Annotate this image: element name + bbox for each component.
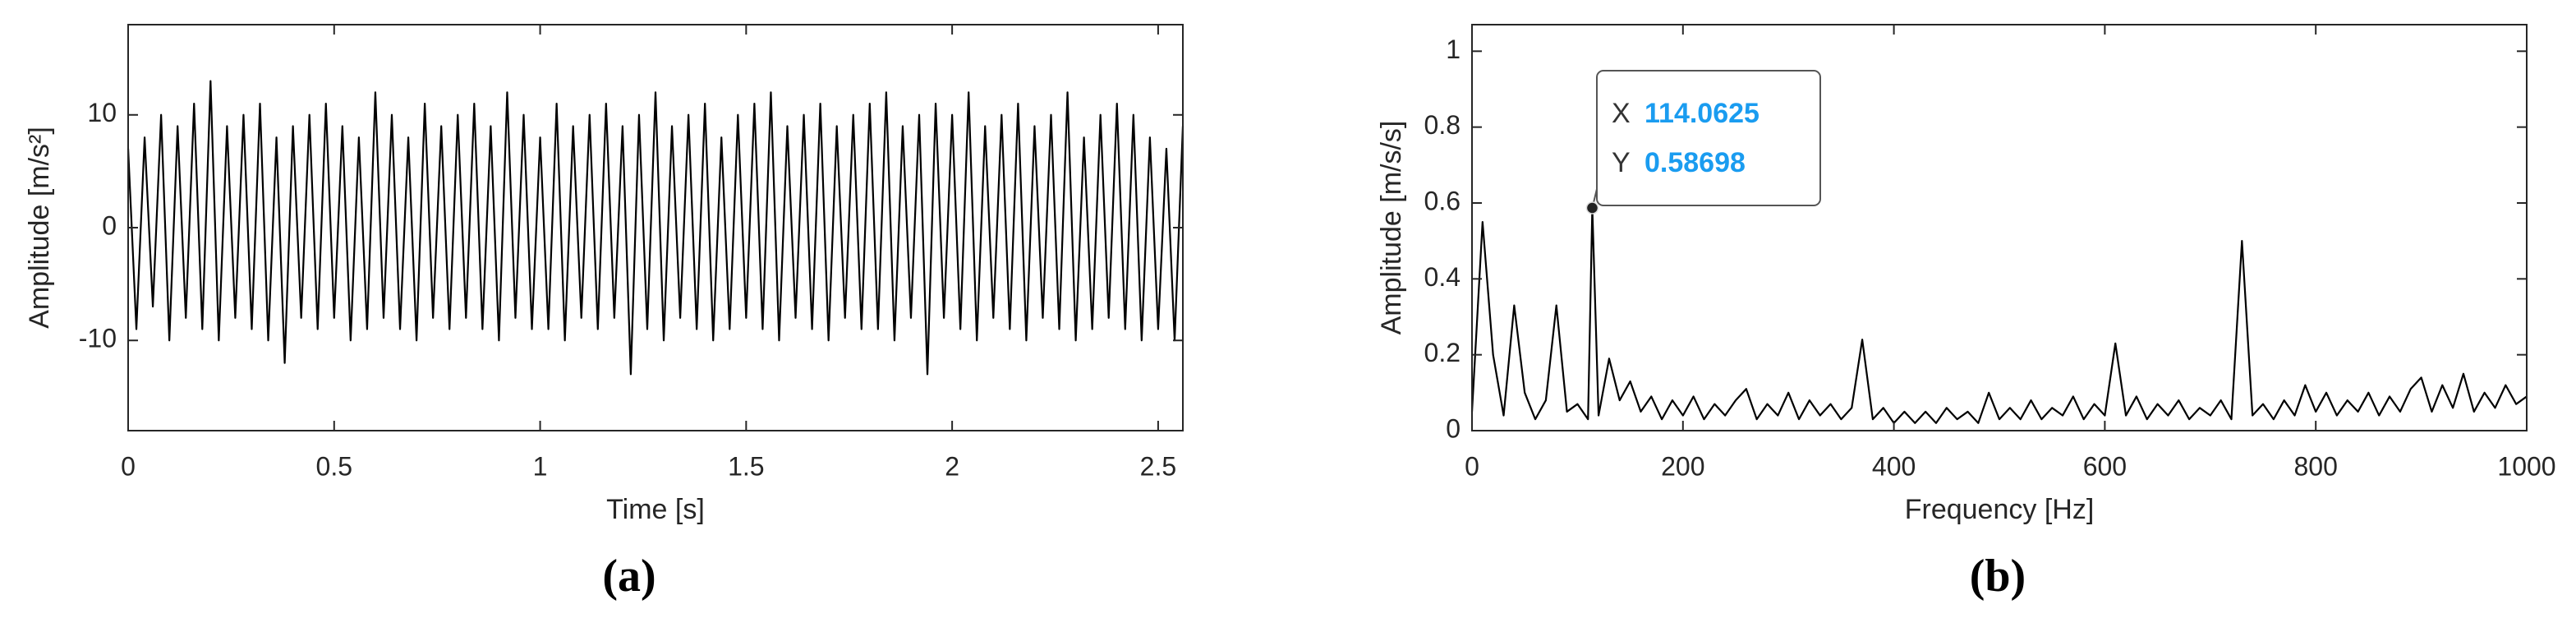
datatip-marker xyxy=(1585,201,1599,215)
y-tick-label: 0.8 xyxy=(1424,110,1460,140)
y-tick-label: 0 xyxy=(1446,413,1460,443)
y-tick-label: 0.2 xyxy=(1424,338,1460,367)
datatip-y-key: Y xyxy=(1612,147,1631,178)
x-tick-label: 800 xyxy=(2294,451,2338,481)
y-tick-label: 0.6 xyxy=(1424,186,1460,215)
x-tick-label: 0 xyxy=(121,451,136,481)
datatip-y-value: 0.58698 xyxy=(1644,147,1746,178)
signal-line xyxy=(126,80,1184,376)
y-axis-label: Amplitude [m/s/s] xyxy=(1376,121,1407,335)
datatip-x-value: 114.0625 xyxy=(1644,98,1760,129)
x-axis-label: Time [s] xyxy=(606,494,705,525)
x-tick-label: 0 xyxy=(1465,451,1479,481)
caption: (b) xyxy=(1970,551,2026,602)
y-tick-label: 1 xyxy=(1446,35,1460,64)
x-tick-label: 1000 xyxy=(2497,451,2555,481)
x-tick-label: 2.5 xyxy=(1140,451,1176,481)
y-tick-label: 10 xyxy=(87,98,117,127)
x-tick-label: 400 xyxy=(1872,451,1916,481)
x-tick-label: 1 xyxy=(533,451,548,481)
datatip-box xyxy=(1596,70,1821,206)
y-tick-label: 0.4 xyxy=(1424,262,1460,292)
y-tick-label: -10 xyxy=(79,324,117,353)
x-axis-label: Frequency [Hz] xyxy=(1905,494,2095,525)
y-axis-label: Amplitude [m/s²] xyxy=(24,127,55,329)
axes-box xyxy=(1471,24,2528,431)
caption: (a) xyxy=(602,551,656,602)
axes-box xyxy=(127,24,1184,431)
x-tick-label: 200 xyxy=(1661,451,1704,481)
datatip-x-key: X xyxy=(1612,98,1631,129)
x-tick-label: 2 xyxy=(945,451,959,481)
y-tick-label: 0 xyxy=(102,210,117,240)
x-tick-label: 1.5 xyxy=(728,451,764,481)
x-tick-label: 0.5 xyxy=(316,451,352,481)
plot-area xyxy=(128,25,1183,431)
signal-line xyxy=(1470,206,2528,424)
x-tick-label: 600 xyxy=(2083,451,2127,481)
